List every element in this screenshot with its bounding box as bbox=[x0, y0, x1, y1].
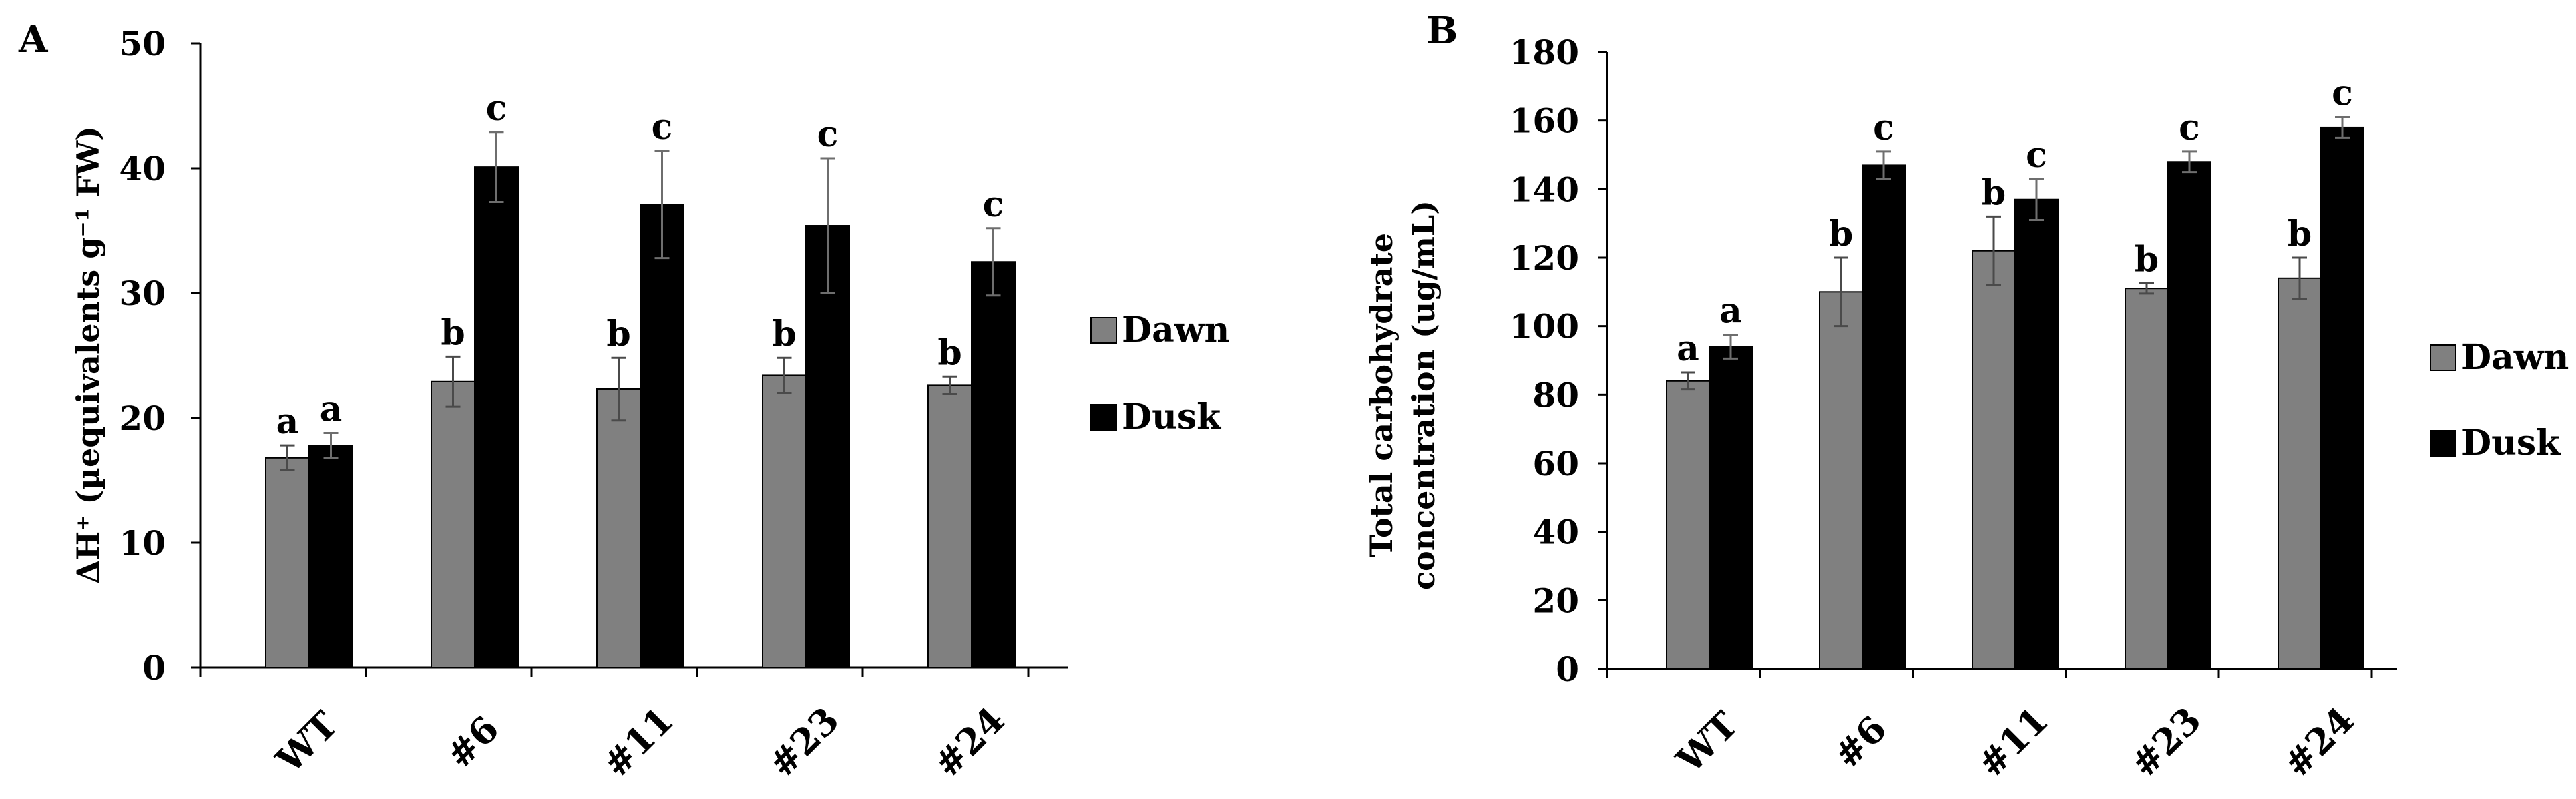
legend-swatch-dawn bbox=[2430, 344, 2456, 371]
y-tick-label: 0 bbox=[142, 648, 166, 688]
bar-dawn bbox=[2125, 288, 2169, 670]
x-tick-label: #24 bbox=[2275, 698, 2362, 785]
y-tick-label: 120 bbox=[1510, 238, 1579, 278]
significance-letter: a bbox=[1677, 328, 1699, 369]
significance-letter: b bbox=[1982, 172, 2006, 213]
bar-dawn bbox=[1819, 291, 1863, 670]
significance-letter: b bbox=[2288, 214, 2312, 254]
significance-letter: a bbox=[1719, 291, 1742, 332]
y-tick-label: 20 bbox=[1532, 581, 1579, 620]
bar-dusk bbox=[971, 261, 1016, 668]
legend-label-dusk: Dusk bbox=[2461, 423, 2561, 463]
y-tick-label: 180 bbox=[1510, 33, 1579, 72]
significance-letter: c bbox=[817, 114, 839, 155]
bar-dawn bbox=[265, 457, 310, 669]
significance-letter: c bbox=[2026, 135, 2047, 176]
y-tick-label: 60 bbox=[1532, 444, 1579, 483]
significance-letter: b bbox=[2135, 240, 2159, 280]
bar-dawn bbox=[762, 374, 807, 668]
x-tick-label: #23 bbox=[760, 698, 847, 785]
bar-dusk bbox=[474, 166, 519, 668]
significance-letter: a bbox=[320, 388, 343, 429]
bar-dusk bbox=[1862, 164, 1906, 670]
x-tick-label: #11 bbox=[594, 698, 681, 785]
bar-dawn bbox=[2278, 277, 2322, 670]
panel-label: B bbox=[1426, 9, 1458, 53]
legend-label-dusk: Dusk bbox=[1122, 396, 1221, 437]
legend-swatch-dusk bbox=[1090, 404, 1117, 431]
x-tick-label: #11 bbox=[1969, 698, 2056, 785]
bar-dusk bbox=[640, 204, 684, 669]
significance-letter: b bbox=[1829, 214, 1853, 254]
significance-letter: c bbox=[486, 88, 507, 129]
bar-dawn bbox=[1972, 250, 2016, 670]
bar-dawn bbox=[431, 380, 475, 669]
y-axis-label-line2: concentration (ug/mL) bbox=[1406, 200, 1442, 590]
significance-letter: c bbox=[652, 107, 673, 148]
significance-letter: c bbox=[2332, 73, 2353, 114]
legend-swatch-dusk bbox=[2430, 430, 2456, 457]
y-tick-label: 30 bbox=[119, 274, 166, 313]
x-tick-label: WT bbox=[268, 703, 346, 781]
bar-dawn bbox=[927, 384, 972, 668]
significance-letter: b bbox=[441, 312, 465, 353]
y-tick-label: 50 bbox=[119, 24, 166, 63]
panel-label: A bbox=[18, 17, 49, 61]
bar-dawn bbox=[596, 388, 641, 668]
bar-dawn bbox=[1666, 380, 1710, 670]
y-tick-label: 40 bbox=[1532, 513, 1579, 552]
y-tick-label: 0 bbox=[1556, 649, 1579, 689]
significance-letter: c bbox=[983, 184, 1004, 225]
y-tick-label: 20 bbox=[119, 398, 166, 438]
y-tick-label: 40 bbox=[119, 149, 166, 188]
significance-letter: c bbox=[1873, 107, 1894, 148]
bar-dusk bbox=[2014, 198, 2059, 670]
significance-letter: b bbox=[937, 332, 961, 373]
significance-letter: b bbox=[772, 314, 796, 354]
bar-dusk bbox=[2320, 126, 2364, 670]
bar-dusk bbox=[2167, 161, 2211, 670]
x-tick-label: #6 bbox=[438, 708, 507, 777]
significance-letter: a bbox=[276, 401, 299, 442]
legend-label-dawn: Dawn bbox=[2461, 337, 2569, 378]
y-tick-label: 140 bbox=[1510, 170, 1579, 209]
bar-dusk bbox=[1709, 346, 1753, 670]
x-tick-label: #6 bbox=[1826, 708, 1895, 777]
legend-label-dawn: Dawn bbox=[1122, 310, 1229, 350]
x-tick-label: WT bbox=[1668, 703, 1746, 781]
y-tick-label: 10 bbox=[119, 523, 166, 563]
y-tick-label: 100 bbox=[1510, 307, 1579, 346]
y-axis-label-line1: Total carbohydrate bbox=[1363, 233, 1400, 557]
y-tick-label: 80 bbox=[1532, 375, 1579, 415]
bar-dusk bbox=[308, 445, 353, 668]
y-tick-label: 160 bbox=[1510, 101, 1579, 141]
x-tick-label: #24 bbox=[925, 698, 1012, 785]
y-axis-label: ΔH⁺ (µequivalents g⁻¹ FW) bbox=[70, 126, 106, 584]
significance-letter: b bbox=[606, 314, 630, 354]
x-tick-label: #23 bbox=[2122, 698, 2209, 785]
significance-letter: c bbox=[2179, 107, 2200, 148]
legend-swatch-dawn bbox=[1090, 317, 1117, 344]
